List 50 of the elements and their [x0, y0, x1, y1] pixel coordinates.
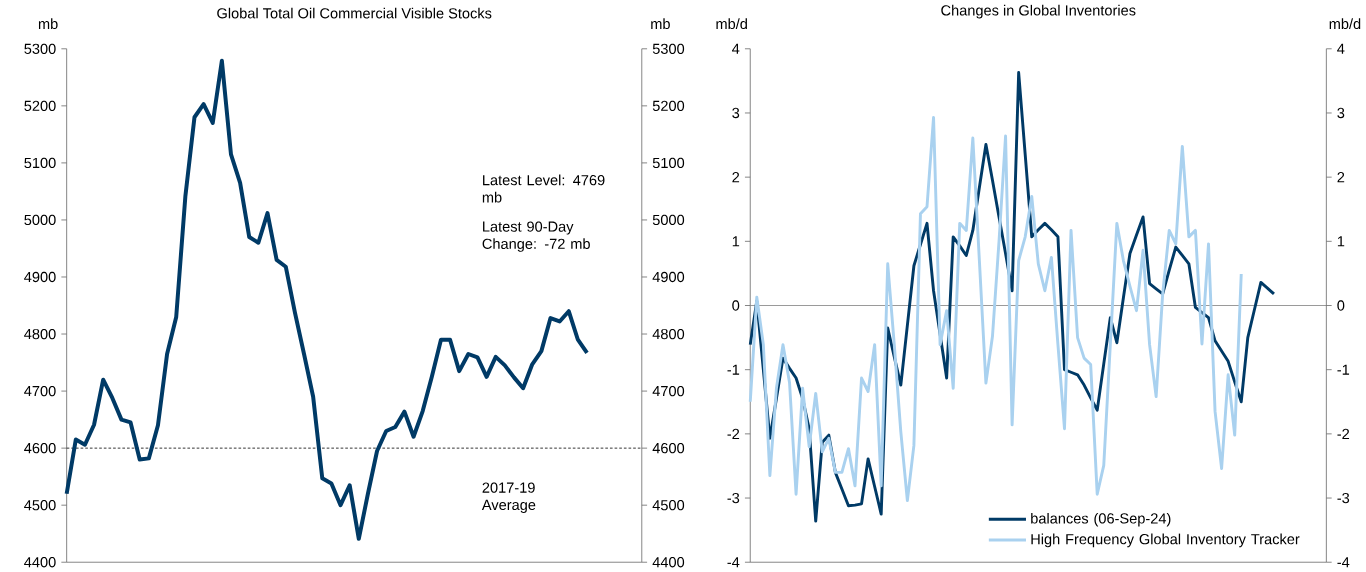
y2-tick-label: 4600 — [652, 442, 685, 454]
y-tick-label: 5300 — [24, 43, 56, 54]
chart-title: Changes in Global Inventories — [941, 4, 1136, 19]
y2-tick-label: 4400 — [652, 556, 685, 568]
y-axis-title: mb — [38, 18, 58, 29]
chart-title: Global Total Oil Commercial Visible Stocks — [217, 7, 492, 19]
y2-tick-label: -3 — [1337, 492, 1350, 504]
y-tick-label: 4900 — [24, 271, 56, 283]
annotation: Latest 90-Day Change: -72 mb — [482, 221, 590, 252]
y2-axis-title: mb/d — [1329, 18, 1361, 29]
y-axis-title: mb/d — [716, 18, 747, 29]
y-tick-label: 4600 — [24, 442, 56, 454]
y2-tick-label: 5000 — [652, 214, 685, 225]
legend-label: High Frequency Global Inventory Tracker — [1031, 533, 1300, 548]
y2-tick-label: -4 — [1337, 557, 1350, 568]
y-tick-label: 5200 — [24, 100, 56, 111]
legend-label: balances (06-Sep-24) — [1031, 512, 1171, 527]
y2-tick-label: 5300 — [652, 43, 685, 54]
y2-tick-label: 4900 — [652, 271, 685, 283]
y2-tick-label: 5100 — [652, 157, 685, 168]
y2-tick-label: -2 — [1337, 428, 1350, 439]
y2-tick-label: 3 — [1337, 107, 1345, 119]
y-tick-label: -4 — [727, 557, 740, 568]
y2-tick-label: 4500 — [652, 499, 685, 511]
y2-tick-label: 2 — [1337, 171, 1345, 183]
y-tick-label: 4700 — [24, 385, 56, 397]
y-tick-label: 5000 — [24, 214, 56, 225]
y2-tick-label: 4800 — [652, 328, 685, 340]
y-tick-label: -3 — [727, 492, 740, 504]
y-tick-label: 1 — [732, 236, 740, 247]
ref-line-label: 2017-19 Average — [481, 482, 536, 513]
y-tick-label: 3 — [732, 107, 740, 119]
y-tick-label: -2 — [727, 428, 740, 439]
y-tick-label: 5100 — [24, 157, 56, 168]
y-tick-label: 2 — [732, 171, 740, 183]
y2-tick-label: 4700 — [652, 385, 685, 397]
y-tick-label: 4 — [732, 43, 740, 54]
y2-tick-label: -1 — [1337, 364, 1350, 375]
y2-axis-title: mb — [651, 18, 670, 29]
y-tick-label: 4500 — [24, 499, 56, 511]
line-series — [748, 115, 1243, 502]
y-tick-label: -1 — [727, 364, 740, 375]
y-tick-label: 4400 — [24, 556, 56, 568]
y-tick-label: 4800 — [24, 328, 56, 340]
y-tick-label: 0 — [732, 300, 740, 311]
y2-tick-label: 1 — [1337, 236, 1345, 247]
y2-tick-label: 0 — [1337, 300, 1345, 311]
y2-tick-label: 4 — [1337, 43, 1345, 54]
annotation: Latest Level: 4769 mb — [482, 174, 605, 203]
y2-tick-label: 5200 — [652, 100, 685, 111]
